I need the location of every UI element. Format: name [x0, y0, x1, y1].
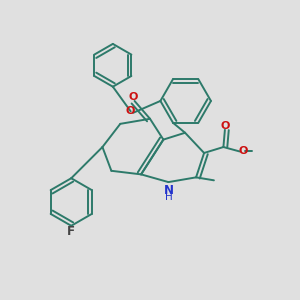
- Text: N: N: [164, 184, 174, 197]
- Text: O: O: [220, 121, 230, 130]
- Text: O: O: [128, 92, 137, 102]
- Text: F: F: [67, 225, 75, 238]
- Text: O: O: [126, 106, 135, 116]
- Text: H: H: [165, 192, 173, 202]
- Text: O: O: [238, 146, 247, 157]
